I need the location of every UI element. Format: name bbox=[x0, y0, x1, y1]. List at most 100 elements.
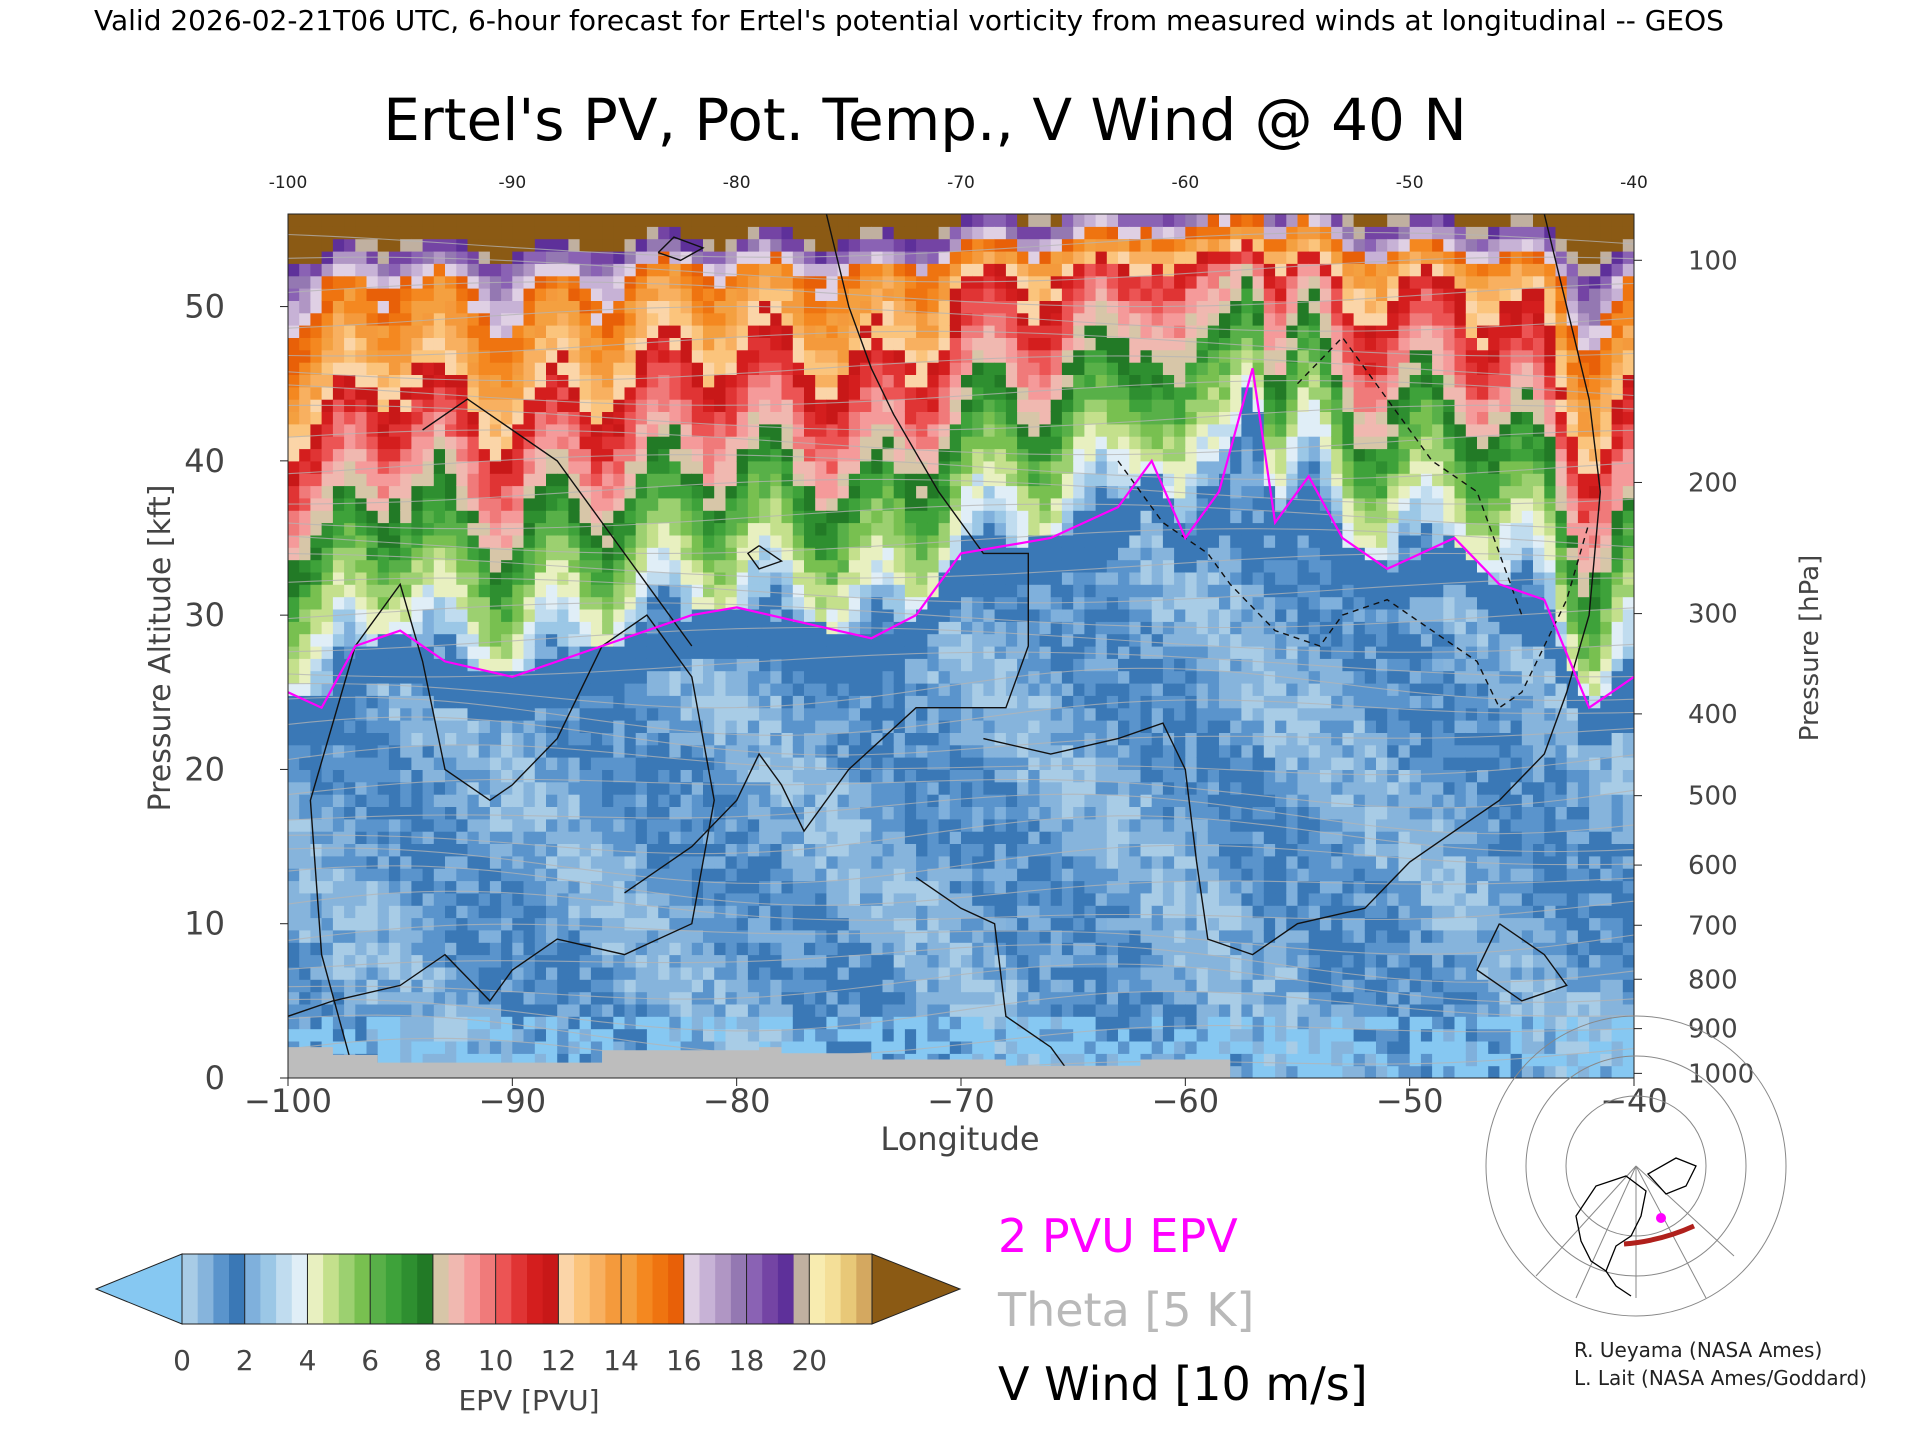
colorbar-tick-label: 14 bbox=[603, 1344, 639, 1377]
colorbar-swatch bbox=[323, 1254, 339, 1324]
top-tick-label: -60 bbox=[1171, 173, 1199, 193]
pressure-tick-label: 900 bbox=[1688, 1015, 1738, 1045]
top-tick-label: -70 bbox=[947, 173, 975, 193]
colorbar-swatch bbox=[402, 1254, 418, 1324]
x-tick-label: −70 bbox=[927, 1082, 995, 1120]
x-axis-label: Longitude bbox=[880, 1120, 1039, 1158]
x-tick-label: −50 bbox=[1376, 1082, 1444, 1120]
colorbar-tick-label: 10 bbox=[478, 1344, 514, 1377]
colorbar-swatch bbox=[715, 1254, 731, 1324]
y-tick-label: 40 bbox=[184, 442, 225, 480]
colorbar-swatch bbox=[292, 1254, 308, 1324]
colorbar-swatch bbox=[856, 1254, 872, 1324]
colorbar-swatch bbox=[213, 1254, 229, 1324]
colorbar-swatch bbox=[355, 1254, 371, 1324]
x-tick-label: −90 bbox=[479, 1082, 547, 1120]
colorbar-swatch bbox=[386, 1254, 402, 1324]
colorbar-swatch bbox=[747, 1254, 763, 1324]
legend-theta: Theta [5 K] bbox=[997, 1283, 1254, 1337]
colorbar-under-arrow bbox=[96, 1254, 182, 1324]
pressure-tick-label: 800 bbox=[1688, 965, 1738, 995]
colorbar-swatch bbox=[417, 1254, 433, 1324]
y-tick-label: 20 bbox=[184, 750, 225, 788]
colorbar-swatch bbox=[637, 1254, 653, 1324]
credit-line-2: L. Lait (NASA Ames/Goddard) bbox=[1574, 1366, 1867, 1390]
colorbar-swatch bbox=[339, 1254, 355, 1324]
top-tick-label: -40 bbox=[1620, 173, 1648, 193]
epv-field bbox=[288, 214, 1635, 1079]
pressure-tick-label: 100 bbox=[1688, 246, 1738, 276]
pressure-tick-label: 500 bbox=[1688, 782, 1738, 812]
colorbar-swatch bbox=[731, 1254, 747, 1324]
top-tick-label: -80 bbox=[723, 173, 751, 193]
colorbar-swatch bbox=[590, 1254, 606, 1324]
legend-vwind: V Wind [10 m/s] bbox=[998, 1357, 1368, 1411]
colorbar-swatch bbox=[825, 1254, 841, 1324]
colorbar-tick-label: 4 bbox=[299, 1344, 317, 1377]
colorbar-tick-label: 20 bbox=[791, 1344, 827, 1377]
colorbar-swatch bbox=[260, 1254, 276, 1324]
colorbar-swatch bbox=[794, 1254, 810, 1324]
colorbar-swatch bbox=[480, 1254, 496, 1324]
y-tick-label: 50 bbox=[184, 288, 225, 326]
colorbar-swatch bbox=[276, 1254, 292, 1324]
y-axis-label-right: Pressure [hPa] bbox=[1795, 555, 1825, 742]
colorbar-swatch bbox=[511, 1254, 527, 1324]
y-tick-label: 30 bbox=[184, 596, 225, 634]
pressure-tick-label: 600 bbox=[1688, 851, 1738, 881]
y-axis-label-left: Pressure Altitude [kft] bbox=[143, 485, 178, 812]
colorbar-swatch bbox=[229, 1254, 245, 1324]
colorbar-swatch bbox=[527, 1254, 543, 1324]
top-tick-label: -90 bbox=[498, 173, 526, 193]
colorbar-swatch bbox=[543, 1254, 559, 1324]
colorbar-swatch bbox=[370, 1254, 386, 1324]
legend-2pvu: 2 PVU EPV bbox=[998, 1209, 1238, 1263]
colorbar-label: EPV [PVU] bbox=[458, 1384, 599, 1417]
colorbar-tick-label: 8 bbox=[424, 1344, 442, 1377]
colorbar-swatch bbox=[198, 1254, 214, 1324]
colorbar-swatch bbox=[841, 1254, 857, 1324]
colorbar-swatch bbox=[464, 1254, 480, 1324]
colorbar-tick-label: 2 bbox=[236, 1344, 254, 1377]
colorbar-swatch bbox=[308, 1254, 324, 1324]
colorbar-swatch bbox=[653, 1254, 669, 1324]
header-text: Valid 2026-02-21T06 UTC, 6-hour forecast… bbox=[94, 4, 1724, 37]
plot-area bbox=[288, 214, 1635, 1079]
top-tick-label: -100 bbox=[269, 173, 308, 193]
colorbar-tick-label: 18 bbox=[729, 1344, 765, 1377]
colorbar-swatch bbox=[182, 1254, 198, 1324]
pressure-tick-label: 300 bbox=[1688, 600, 1738, 630]
epv-colorbar: 0 2 4 6 8 10 12 14 16 18 20 bbox=[96, 1254, 960, 1377]
colorbar-swatch bbox=[778, 1254, 794, 1324]
colorbar-swatch bbox=[245, 1254, 261, 1324]
colorbar-swatch bbox=[574, 1254, 590, 1324]
colorbar-swatch bbox=[449, 1254, 465, 1324]
colorbar-tick-label: 16 bbox=[666, 1344, 702, 1377]
colorbar-swatch bbox=[496, 1254, 512, 1324]
colorbar-swatch bbox=[700, 1254, 716, 1324]
x-tick-label: −60 bbox=[1152, 1082, 1220, 1120]
colorbar-swatch bbox=[762, 1254, 778, 1324]
y-tick-label: 10 bbox=[184, 905, 225, 943]
colorbar-swatch bbox=[558, 1254, 574, 1324]
credit-line-1: R. Ueyama (NASA Ames) bbox=[1574, 1338, 1822, 1362]
pressure-tick-label: 1000 bbox=[1688, 1059, 1754, 1089]
colorbar-swatch bbox=[621, 1254, 637, 1324]
top-tick-label: -50 bbox=[1396, 173, 1424, 193]
chart-title: Ertel's PV, Pot. Temp., V Wind @ 40 N bbox=[383, 86, 1466, 154]
pressure-tick-label: 700 bbox=[1688, 911, 1738, 941]
colorbar-swatch bbox=[684, 1254, 700, 1324]
colorbar-tick-label: 6 bbox=[361, 1344, 379, 1377]
colorbar-over-arrow bbox=[872, 1254, 960, 1324]
colorbar-swatch bbox=[605, 1254, 621, 1324]
colorbar-swatch bbox=[668, 1254, 684, 1324]
y-tick-label: 0 bbox=[205, 1059, 225, 1097]
colorbar-swatch bbox=[433, 1254, 449, 1324]
colorbar-tick-label: 0 bbox=[173, 1344, 191, 1377]
colorbar-swatch bbox=[809, 1254, 825, 1324]
colorbar-tick-label: 12 bbox=[541, 1344, 577, 1377]
x-tick-label: −100 bbox=[244, 1082, 332, 1120]
pressure-tick-label: 400 bbox=[1688, 700, 1738, 730]
